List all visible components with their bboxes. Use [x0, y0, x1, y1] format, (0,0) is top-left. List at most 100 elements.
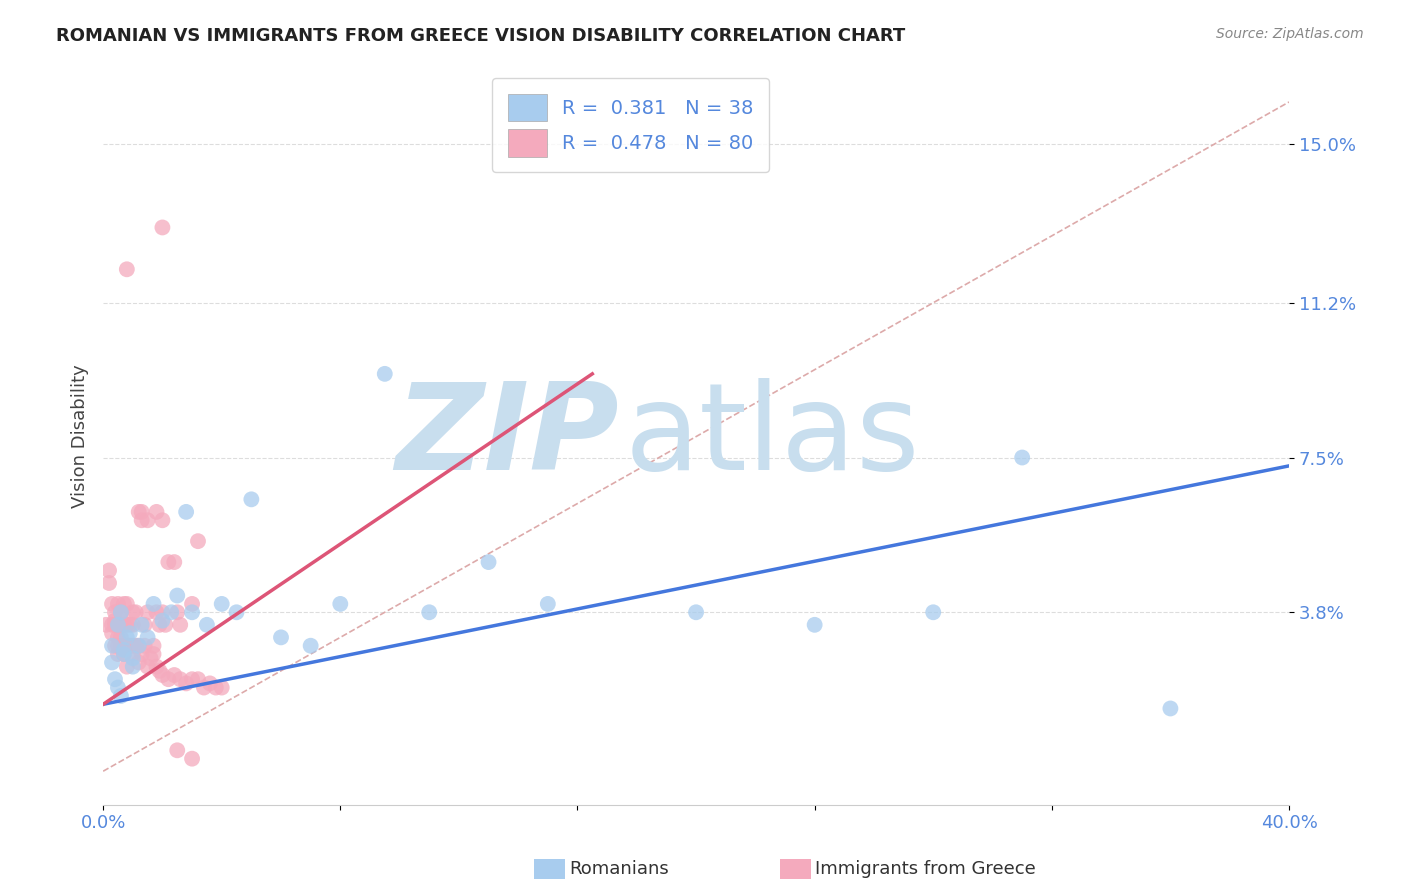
Point: [374, 367, 396, 381]
Point: [174, 505, 197, 519]
Text: ROMANIAN VS IMMIGRANTS FROM GREECE VISION DISABILITY CORRELATION CHART: ROMANIAN VS IMMIGRANTS FROM GREECE VISIO…: [56, 27, 905, 45]
Point: [240, 492, 263, 507]
Point: [1159, 701, 1181, 715]
Point: [157, 672, 180, 686]
Point: [107, 617, 129, 632]
Point: [166, 605, 188, 619]
Point: [136, 513, 159, 527]
Point: [134, 617, 156, 632]
Point: [477, 555, 499, 569]
Point: [110, 605, 132, 619]
Point: [181, 597, 204, 611]
Point: [225, 605, 247, 619]
Point: [169, 617, 191, 632]
Text: Source: ZipAtlas.com: Source: ZipAtlas.com: [1216, 27, 1364, 41]
Point: [121, 659, 143, 673]
Point: [110, 631, 132, 645]
Point: [115, 597, 138, 611]
Point: [115, 262, 138, 277]
Point: [163, 555, 186, 569]
Point: [98, 564, 121, 578]
Point: [152, 220, 174, 235]
Point: [187, 672, 209, 686]
Point: [125, 605, 148, 619]
Point: [107, 681, 129, 695]
Point: [148, 664, 170, 678]
Point: [193, 681, 215, 695]
Point: [121, 647, 143, 661]
Point: [211, 681, 233, 695]
Point: [160, 605, 183, 619]
Point: [112, 647, 135, 661]
Point: [152, 668, 174, 682]
Point: [98, 576, 121, 591]
Text: ZIP: ZIP: [395, 378, 619, 495]
Point: [104, 614, 127, 628]
Point: [204, 681, 226, 695]
Point: [118, 639, 141, 653]
Point: [101, 626, 124, 640]
Point: [94, 617, 117, 632]
Point: [110, 689, 132, 703]
Point: [136, 659, 159, 673]
Point: [181, 605, 204, 619]
Point: [110, 605, 132, 619]
Point: [166, 589, 188, 603]
Point: [131, 513, 153, 527]
Legend: R =  0.381   N = 38, R =  0.478   N = 80: R = 0.381 N = 38, R = 0.478 N = 80: [492, 78, 769, 172]
Point: [803, 617, 825, 632]
Point: [107, 639, 129, 653]
Point: [195, 617, 218, 632]
Point: [121, 639, 143, 653]
Point: [107, 631, 129, 645]
Point: [145, 659, 167, 673]
Point: [112, 639, 135, 653]
Point: [136, 631, 159, 645]
Point: [112, 647, 135, 661]
Point: [922, 605, 945, 619]
Point: [157, 555, 180, 569]
Point: [115, 639, 138, 653]
Point: [121, 617, 143, 632]
Point: [104, 639, 127, 653]
Point: [118, 626, 141, 640]
Point: [145, 605, 167, 619]
Point: [112, 643, 135, 657]
Point: [418, 605, 440, 619]
Point: [174, 676, 197, 690]
Point: [115, 617, 138, 632]
Point: [112, 617, 135, 632]
Point: [145, 505, 167, 519]
Point: [128, 639, 150, 653]
Point: [125, 639, 148, 653]
Point: [685, 605, 707, 619]
Point: [118, 639, 141, 653]
Point: [142, 647, 165, 661]
Point: [1011, 450, 1033, 465]
Point: [142, 597, 165, 611]
Point: [107, 617, 129, 632]
Point: [101, 597, 124, 611]
Point: [115, 631, 138, 645]
Text: atlas: atlas: [624, 378, 921, 495]
Point: [198, 676, 221, 690]
Point: [166, 743, 188, 757]
Text: Immigrants from Greece: Immigrants from Greece: [815, 860, 1036, 878]
Point: [101, 639, 124, 653]
Text: Romanians: Romanians: [569, 860, 669, 878]
Point: [131, 505, 153, 519]
Point: [152, 614, 174, 628]
Point: [181, 752, 204, 766]
Point: [142, 639, 165, 653]
Point: [107, 597, 129, 611]
Point: [101, 617, 124, 632]
Point: [104, 617, 127, 632]
Point: [270, 631, 292, 645]
Point: [181, 672, 204, 686]
Point: [104, 605, 127, 619]
Point: [118, 617, 141, 632]
Point: [211, 597, 233, 611]
Point: [169, 672, 191, 686]
Point: [299, 639, 322, 653]
Point: [152, 513, 174, 527]
